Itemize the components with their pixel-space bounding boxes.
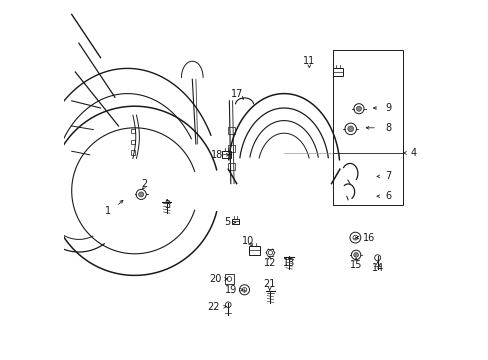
Text: 15: 15: [349, 260, 362, 270]
Bar: [224, 274, 233, 284]
Bar: [131, 140, 135, 144]
Bar: [131, 129, 135, 133]
Bar: [248, 246, 259, 255]
Text: 18: 18: [210, 150, 223, 160]
Text: 12: 12: [263, 258, 275, 268]
Text: 6: 6: [384, 191, 390, 201]
Bar: [131, 150, 135, 155]
Text: 16: 16: [363, 233, 375, 243]
Text: 14: 14: [371, 263, 383, 273]
Text: 5: 5: [224, 217, 230, 228]
Text: 9: 9: [384, 103, 390, 113]
Text: 7: 7: [384, 171, 390, 181]
Text: 19: 19: [224, 285, 237, 295]
Circle shape: [356, 106, 361, 111]
Text: 1: 1: [105, 206, 111, 216]
Text: 13: 13: [283, 258, 295, 268]
Text: 20: 20: [209, 274, 222, 284]
Bar: [332, 68, 343, 76]
Bar: [228, 145, 234, 152]
Text: 17: 17: [231, 89, 243, 99]
Text: 4: 4: [409, 148, 415, 158]
Bar: [228, 163, 234, 170]
Bar: [222, 150, 230, 158]
Circle shape: [139, 192, 143, 197]
Text: 10: 10: [242, 236, 254, 246]
Text: 21: 21: [263, 279, 275, 289]
Bar: [228, 127, 234, 134]
Text: 8: 8: [384, 123, 390, 133]
Bar: [232, 219, 239, 224]
Text: 3: 3: [163, 200, 170, 210]
Text: 2: 2: [141, 179, 147, 189]
Bar: [332, 50, 402, 205]
Text: 11: 11: [303, 56, 315, 66]
Circle shape: [353, 253, 358, 257]
Text: 22: 22: [207, 302, 220, 312]
Circle shape: [347, 126, 353, 132]
